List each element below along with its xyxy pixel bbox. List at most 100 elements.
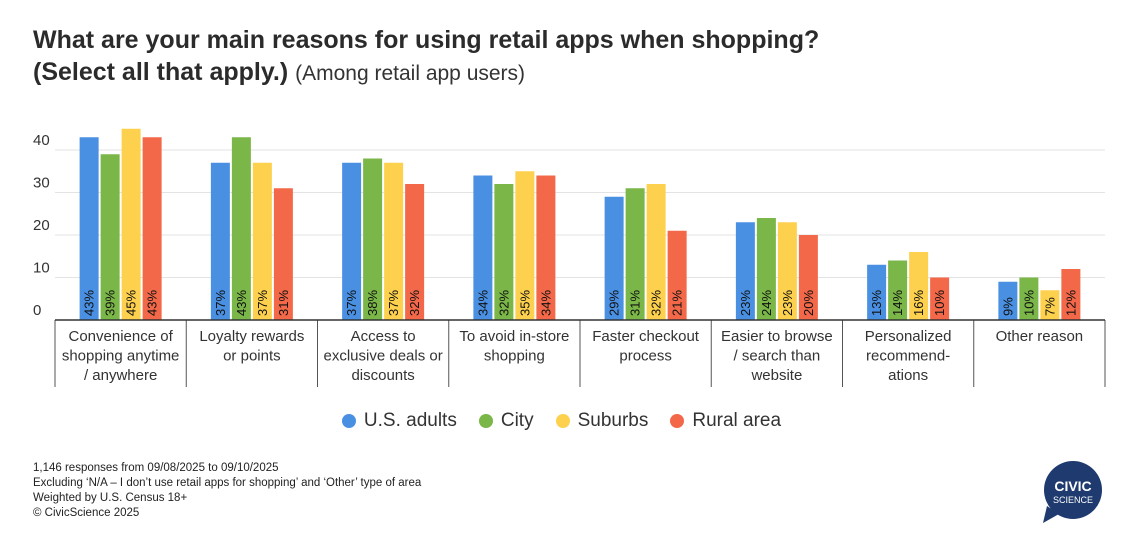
bar-value-label: 37% [255, 290, 270, 316]
x-axis [54, 319, 1106, 387]
bars: 43% 39% 45% 43% 37% 43% 37% 31% 37% 38% 37% 32% 34% 3… [79, 128, 1081, 320]
title-select-all: (Select all that apply.) [33, 58, 289, 86]
category-label: Faster checkout process [592, 328, 700, 365]
bar-value-label: 34% [538, 290, 553, 316]
bar-value-label: 34% [475, 290, 490, 316]
legend-item: U.S. adults [341, 410, 457, 432]
category-label: Personalized recommend-ations [865, 328, 952, 384]
category-label: Easier to browse / search than website [721, 328, 833, 384]
bar-value-label: 21% [670, 290, 685, 316]
bar [79, 137, 99, 320]
bar [231, 137, 251, 320]
bar [536, 175, 556, 320]
bar [1019, 277, 1039, 320]
bar-value-label: 38% [365, 290, 380, 316]
bar [735, 222, 755, 320]
bar-value-label: 32% [496, 290, 511, 316]
bar [625, 188, 645, 320]
title-main: What are your main reasons for using ret… [33, 26, 820, 54]
bar-value-label: 32% [649, 290, 664, 316]
bar [798, 235, 818, 320]
y-axis-ticks: 0 10 20 30 40 [33, 132, 50, 319]
gridlines [55, 149, 1105, 278]
bar [342, 162, 362, 320]
bar [604, 196, 624, 320]
legend-label: Rural area [692, 410, 782, 431]
bar-value-label: 43% [82, 290, 97, 316]
bar-value-label: 37% [344, 290, 359, 316]
footnote-copyright: © CivicScience 2025 [33, 507, 140, 519]
civicscience-logo: CIVIC SCIENCE [1043, 461, 1102, 523]
bar [867, 264, 887, 320]
bar-value-label: 14% [890, 290, 905, 316]
footnote-responses: 1,146 responses from 09/08/2025 to 09/10… [33, 462, 279, 474]
y-tick-label: 30 [33, 175, 50, 192]
bar [142, 137, 162, 320]
bar [252, 162, 272, 320]
legend-label: U.S. adults [363, 410, 457, 431]
y-tick-label: 20 [33, 217, 50, 234]
bar-value-label: 9% [1000, 297, 1015, 316]
footnote-exclusion: Excluding ‘N/A – I don’t use retail apps… [33, 477, 422, 489]
bar-value-label: 31% [276, 290, 291, 316]
legend-item: Suburbs [555, 410, 649, 432]
legend-label: City [500, 410, 534, 431]
bar-value-label: 7% [1042, 297, 1057, 316]
bar-value-label: 23% [738, 290, 753, 316]
footnote-weighting: Weighted by U.S. Census 18+ [33, 492, 188, 504]
bar-value-label: 43% [234, 290, 249, 316]
legend-swatch [341, 414, 356, 428]
bar [121, 128, 141, 320]
bar-value-label: 29% [607, 290, 622, 316]
bar-value-label: 35% [517, 290, 532, 316]
bar [494, 184, 514, 320]
bar-value-label: 32% [407, 290, 422, 316]
legend-swatch [555, 414, 570, 428]
bar [405, 184, 425, 320]
logo-text-civic: CIVIC [1054, 478, 1091, 494]
y-tick-label: 0 [33, 302, 41, 319]
legend-swatch [670, 414, 685, 428]
bar-chart: 0 10 20 30 40 43% 39% 45% 43% 37% 43% 37% 31% 37% 38%… [33, 128, 1106, 387]
y-tick-label: 40 [33, 132, 50, 149]
bar [515, 171, 535, 320]
category-label: Convenience of shopping anytime / anywhere [62, 328, 180, 384]
bar-value-label: 20% [801, 290, 816, 316]
legend: U.S. adults City Suburbs Rural area [0, 410, 1123, 432]
category-label: Loyalty rewards or points [199, 328, 304, 365]
bar-value-label: 10% [932, 290, 947, 316]
bar [100, 154, 120, 320]
category-label: Access to exclusive deals or discounts [324, 328, 443, 384]
bar [998, 281, 1018, 320]
chart-title: What are your main reasons for using ret… [33, 24, 819, 90]
category-label: To avoid in-store shopping [459, 328, 569, 365]
bar [909, 252, 929, 320]
legend-item: City [478, 410, 534, 432]
bar-value-label: 43% [145, 290, 160, 316]
bar [473, 175, 493, 320]
bar [1061, 269, 1081, 320]
bar [777, 222, 797, 320]
bar [888, 260, 908, 320]
legend-label: Suburbs [577, 410, 649, 431]
bar [210, 162, 230, 320]
bar-value-label: 10% [1021, 290, 1036, 316]
bar-value-label: 45% [124, 290, 139, 316]
category-labels: Convenience of shopping anytime / anywhere… [62, 328, 1083, 384]
bar-value-label: 16% [911, 290, 926, 316]
bar-value-label: 37% [213, 290, 228, 316]
bar-value-label: 12% [1063, 290, 1078, 316]
bar [646, 184, 666, 320]
legend-swatch [478, 414, 493, 428]
category-label: Other reason [996, 328, 1084, 345]
y-tick-label: 10 [33, 260, 50, 277]
bar [384, 162, 404, 320]
bar [273, 188, 293, 320]
bar-value-label: 23% [780, 290, 795, 316]
bar [667, 230, 687, 320]
title-subtitle: (Among retail app users) [295, 62, 526, 85]
bar-value-label: 39% [103, 290, 118, 316]
bar [363, 158, 383, 320]
footnotes: 1,146 responses from 09/08/2025 to 09/10… [33, 461, 421, 521]
legend-item: Rural area [670, 410, 781, 432]
